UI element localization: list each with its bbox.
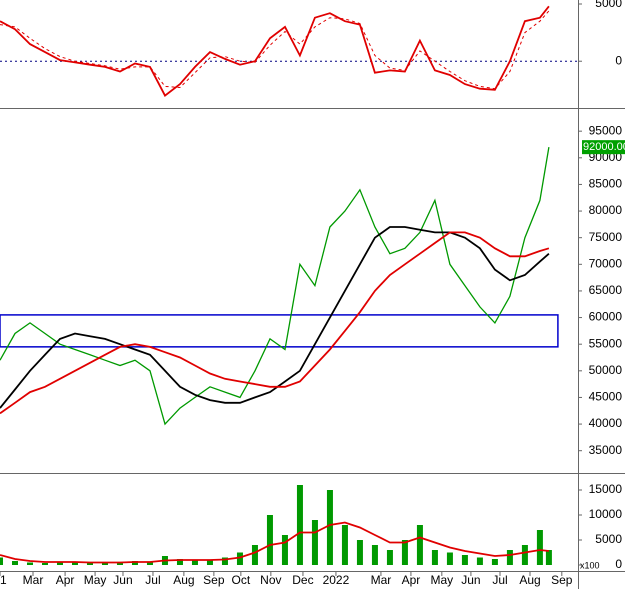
series-line [0,146,550,426]
volume-bar [11,561,18,565]
x-tick-label: May [84,573,107,587]
x-tick-label: Nov [260,573,281,587]
y-tick-label: 5000 [595,532,622,546]
volume-bar [545,550,552,565]
price-tag [582,140,625,155]
volume-bar [236,552,243,565]
volume-bar [221,557,228,565]
x-tick-label: 2022 [323,573,350,587]
x-tick-label: Oct [232,573,251,587]
volume-bar [146,562,153,565]
volume-bar [251,545,258,565]
volume-bar [176,559,183,565]
y-tick-label: 10000 [589,507,623,521]
series-line [0,10,550,90]
volume-bar [491,559,498,565]
x-tick-label: Sep [551,573,573,587]
series-line [0,231,550,415]
volume-bar [131,561,138,565]
volume-bar [521,545,528,565]
x-tick-label: Mar [371,573,392,587]
x-tick-label: Jul [145,573,160,587]
x-tick-label: Jul [492,573,507,587]
x-tick-label: Dec [292,573,313,587]
volume-bar [191,560,198,565]
volume-bar [446,552,453,565]
volume-bar [86,562,93,565]
unit-label: x100 [580,560,600,570]
y-tick-label: 0 [615,53,622,67]
volume-bar [41,563,48,565]
x-tick-label: May [430,573,453,587]
volume-bar [71,561,78,565]
y-tick-label: 85000 [589,177,623,191]
y-tick-label: 55000 [589,336,623,350]
volume-bar [326,490,333,565]
volume-bar [116,562,123,565]
volume-bar [431,550,438,565]
support-box [0,314,559,348]
y-tick-label: 5000 [595,0,622,10]
y-tick-label: 15000 [589,482,623,496]
y-tick-label: 65000 [589,283,623,297]
y-tick-label: 45000 [589,390,623,404]
x-tick-label: Aug [173,573,194,587]
volume-bar [536,530,543,565]
volume-bar [281,535,288,565]
volume-bar [476,557,483,565]
x-tick-label: 1 [0,573,7,587]
x-tick-label: Jun [461,573,480,587]
volume-bar [461,555,468,565]
y-tick-label: 70000 [589,256,623,270]
y-tick-label: 50000 [589,363,623,377]
x-tick-label: Sep [203,573,225,587]
volume-bar [401,540,408,565]
volume-bar [416,525,423,565]
y-tick-label: 40000 [589,416,623,430]
volume-bar [506,550,513,565]
series-line [0,5,550,97]
volume-bar [311,520,318,565]
volume-bar [101,563,108,565]
x-tick-label: Mar [23,573,44,587]
x-tick-label: Jun [113,573,132,587]
volume-bar [386,550,393,565]
price-tag-label: 92000.00 [583,141,625,153]
y-tick-label: 60000 [589,310,623,324]
y-tick-label: 80000 [589,203,623,217]
volume-bar [56,562,63,565]
x-tick-label: Apr [56,573,75,587]
volume-bar [206,560,213,565]
volume-bar [341,525,348,565]
series-line [0,521,549,564]
y-tick-label: 0 [615,557,622,571]
y-tick-label: 95000 [589,123,623,137]
volume-bar [0,557,3,565]
x-tick-label: Aug [519,573,540,587]
volume-bar [296,485,303,565]
volume-bar [266,515,273,565]
y-tick-label: 75000 [589,230,623,244]
volume-bar [26,562,33,565]
x-tick-label: Apr [402,573,421,587]
volume-bar [371,545,378,565]
y-tick-label: 35000 [589,443,623,457]
volume-bar [356,540,363,565]
